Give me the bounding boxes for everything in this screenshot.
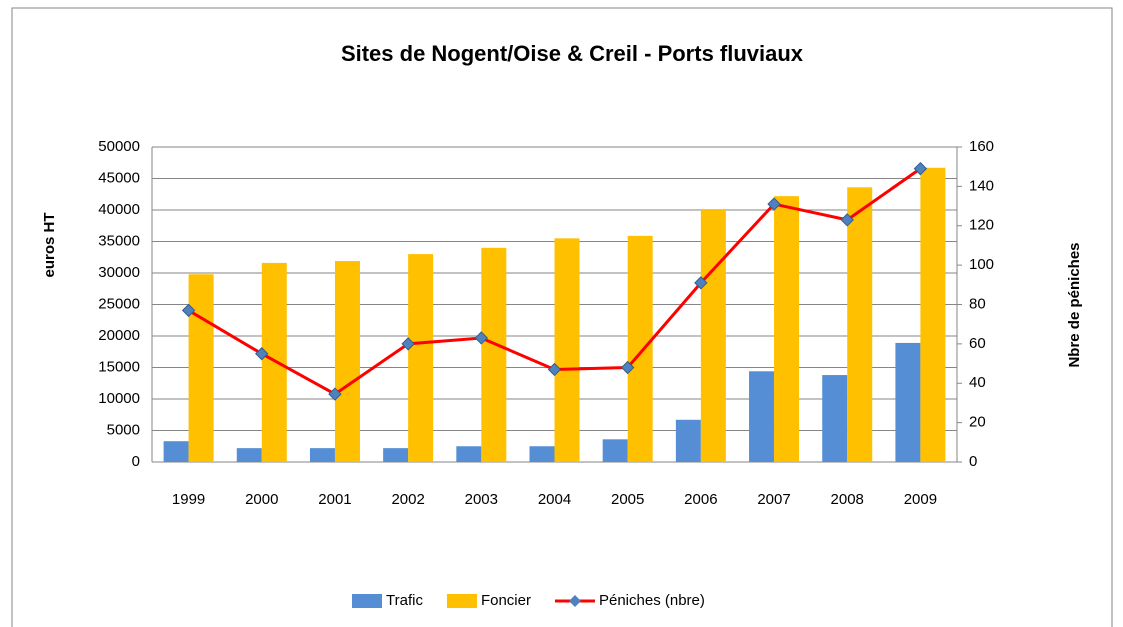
- y2-tick-label: 120: [969, 217, 994, 234]
- bar: [895, 342, 921, 462]
- bar: [675, 419, 701, 462]
- y-tick-label: 30000: [98, 264, 140, 281]
- legend-label: Péniches (nbre): [599, 592, 705, 609]
- y-tick-label: 15000: [98, 358, 140, 375]
- x-tick-label: 2009: [904, 491, 937, 508]
- line-marker: [255, 347, 269, 361]
- y-tick-label: 0: [132, 453, 140, 470]
- y2-tick-label: 40: [969, 374, 986, 391]
- bar: [261, 262, 287, 462]
- bar: [627, 235, 653, 462]
- bar: [383, 448, 409, 462]
- bar: [236, 448, 262, 462]
- chart-title: Sites de Nogent/Oise & Creil - Ports flu…: [341, 41, 804, 66]
- y-tick-label: 40000: [98, 201, 140, 218]
- legend-label: Foncier: [481, 592, 531, 609]
- line-marker: [474, 331, 489, 345]
- bar: [554, 238, 580, 462]
- line-marker: [694, 276, 708, 290]
- x-tick-label: 2000: [245, 491, 278, 508]
- y-tick-label: 10000: [98, 390, 140, 407]
- line-marker: [620, 360, 635, 375]
- bar: [847, 187, 873, 462]
- legend-marker: [568, 595, 581, 607]
- x-tick-label: 2005: [611, 491, 644, 508]
- line-marker: [401, 337, 415, 351]
- x-tick-label: 2003: [465, 491, 498, 508]
- line-marker: [328, 387, 342, 401]
- y2-tick-label: 160: [969, 138, 994, 155]
- bar: [749, 371, 775, 462]
- bar: [188, 274, 214, 462]
- y-tick-label: 5000: [107, 421, 140, 438]
- x-tick-label: 2004: [538, 491, 571, 508]
- bar: [700, 210, 726, 462]
- y-tick-label: 50000: [98, 138, 140, 155]
- y2-tick-label: 20: [969, 414, 986, 431]
- line-marker: [181, 303, 196, 318]
- line-marker: [913, 161, 928, 176]
- x-tick-label: 2001: [318, 491, 351, 508]
- bar: [822, 375, 848, 462]
- y2-tick-label: 100: [969, 256, 994, 273]
- bar: [529, 446, 555, 462]
- line-marker: [767, 197, 781, 211]
- y-tick-label: 25000: [98, 295, 140, 312]
- legend-swatch: [352, 594, 382, 608]
- line-marker: [840, 213, 854, 227]
- bar: [920, 167, 946, 463]
- y2-tick-label: 60: [969, 335, 986, 352]
- y2-tick-label: 80: [969, 295, 986, 312]
- bar: [774, 196, 800, 462]
- bar: [309, 448, 335, 462]
- legend-swatch: [446, 594, 477, 608]
- line-marker: [547, 362, 562, 377]
- y-tick-label: 45000: [98, 169, 140, 186]
- x-tick-label: 2007: [757, 491, 790, 508]
- y-tick-label: 20000: [98, 327, 140, 344]
- x-tick-label: 1999: [172, 491, 205, 508]
- y-axis-label: euros HT: [41, 212, 58, 277]
- bar: [163, 441, 189, 462]
- bar: [456, 446, 482, 462]
- y2-tick-label: 0: [969, 453, 977, 470]
- bar: [481, 247, 507, 462]
- y2-axis-label: Nbre de péniches: [1066, 242, 1083, 367]
- y2-tick-label: 140: [969, 177, 994, 194]
- y-tick-label: 35000: [98, 232, 140, 249]
- bar: [408, 254, 434, 462]
- x-tick-label: 2008: [831, 491, 864, 508]
- bar: [602, 439, 628, 462]
- x-tick-label: 2002: [391, 491, 424, 508]
- legend-label: Trafic: [386, 592, 423, 609]
- bar: [334, 261, 360, 462]
- x-tick-label: 2006: [684, 491, 717, 508]
